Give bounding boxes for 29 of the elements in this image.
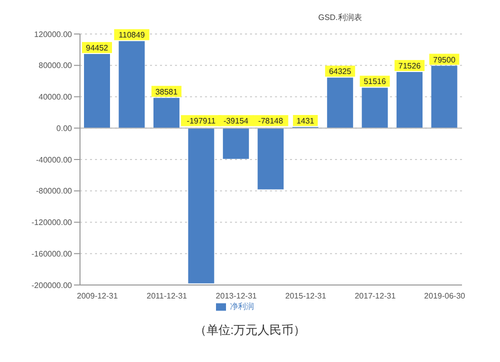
y-tick-label: -40000.00 bbox=[36, 155, 73, 164]
text: （单位:万元人民币） bbox=[193, 322, 307, 339]
data-label: 38581 bbox=[155, 87, 178, 96]
data-label: 64325 bbox=[328, 67, 352, 76]
x-tick-label: 2013-12-31 bbox=[216, 292, 258, 301]
chart-title: GSD.利润表 bbox=[317, 12, 363, 24]
data-label: 1431 bbox=[296, 116, 315, 126]
data-label: 79500 bbox=[433, 55, 456, 64]
x-tick-label: 2019-06-30 bbox=[424, 292, 466, 301]
data-label: -197911 bbox=[186, 116, 216, 126]
y-tick-label: -80000.00 bbox=[36, 186, 73, 196]
y-tick-label: 40000.00 bbox=[38, 92, 73, 102]
data-label: 94452 bbox=[86, 44, 109, 53]
data-label: -39154 bbox=[223, 116, 249, 126]
x-tick-label: 2017-12-31 bbox=[354, 292, 396, 301]
y-tick-label: 120000.00 bbox=[34, 30, 73, 39]
x-tick-label: 2011-12-31 bbox=[146, 292, 188, 301]
data-label: 110849 bbox=[118, 30, 146, 40]
data-label: 51516 bbox=[364, 77, 386, 86]
data-label: -78148 bbox=[258, 116, 284, 126]
x-tick-label: 2009-12-31 bbox=[76, 292, 118, 301]
y-tick-label: -200000.00 bbox=[32, 280, 73, 290]
y-tick-label: -160000.00 bbox=[32, 249, 73, 258]
y-tick-label: 0.00 bbox=[56, 124, 73, 133]
y-tick-label: 80000.00 bbox=[38, 61, 73, 70]
x-tick-label: 2015-12-31 bbox=[285, 292, 327, 301]
data-label: 71526 bbox=[398, 62, 422, 71]
legend-label: 净利润 bbox=[230, 302, 254, 311]
y-tick-label: -120000.00 bbox=[32, 218, 73, 228]
